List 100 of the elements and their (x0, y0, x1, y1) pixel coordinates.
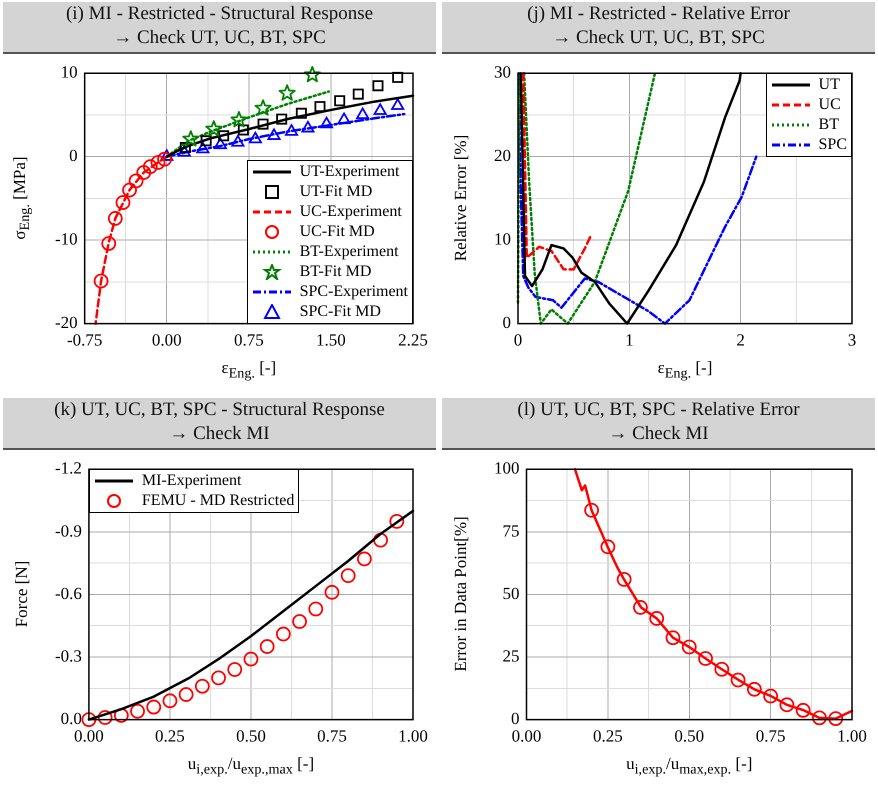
point (278, 84, 296, 101)
y-tick-label: 50 (502, 584, 520, 603)
point (320, 116, 334, 128)
legend-label: UT (818, 76, 840, 94)
y-tick-label: 0 (511, 709, 520, 728)
y-axis-title: Relative Error [%] (451, 135, 471, 262)
chart-subtitle: → Check UT, UC, BT, SPC (551, 26, 766, 50)
point (114, 708, 129, 723)
y-tick-label: 10 (60, 62, 78, 82)
x-axis-title: u$_{i,exp.}$/u$_{max,exp.}$ [-] (626, 754, 752, 778)
x-tick-label: 1.00 (837, 726, 867, 746)
point (238, 124, 249, 136)
chart-title: (i) MI - Restricted - Structural Response (64, 2, 374, 26)
point (682, 640, 697, 654)
y-tick-label: 10 (494, 230, 511, 249)
point (356, 108, 370, 120)
point (730, 672, 746, 688)
point (649, 611, 664, 626)
legend-label: UC (818, 96, 841, 114)
point (200, 135, 212, 146)
point (122, 182, 137, 198)
point (180, 142, 191, 153)
x-tick-label: 1 (625, 330, 634, 350)
y-tick-label: -0.6 (54, 584, 82, 603)
y-tick-label: -1.2 (54, 458, 82, 478)
point (267, 128, 281, 140)
point (162, 693, 178, 708)
point (828, 711, 844, 726)
y-axis-title: Error in Data Point[%] (451, 516, 471, 672)
y-tick-label: 30 (494, 62, 511, 82)
legend-label: MI-Experiment (142, 472, 242, 490)
point (205, 120, 222, 136)
y-tick-label: -0.3 (54, 646, 82, 666)
point (116, 195, 130, 210)
point (130, 704, 145, 719)
y-axis-title: Force [N] (12, 561, 32, 628)
point (142, 159, 158, 174)
x-axis-title: ε$_{Eng.}$ [-] (221, 358, 276, 382)
chart-subtitle: → Check MI (168, 422, 271, 446)
point (338, 112, 351, 124)
x-axis-title: u$_{i,exp.}$/u$_{exp.,max}$ [-] (188, 754, 314, 778)
chart-subtitle: → Check MI (607, 422, 710, 446)
point (276, 114, 288, 125)
point (763, 688, 778, 704)
chart-title: (k) UT, UC, BT, SPC - Structural Response (53, 398, 386, 422)
point (196, 142, 210, 154)
point (108, 211, 123, 226)
point (301, 120, 314, 132)
point (780, 697, 794, 712)
point (746, 682, 762, 697)
x-tick-label: 0.25 (593, 726, 623, 746)
x-tick-label: 0.75 (234, 330, 264, 350)
chart-subtitle: → Check UT, UC, BT, SPC (112, 26, 327, 50)
point (391, 98, 404, 110)
point (296, 108, 307, 119)
x-tick-label: 0.75 (317, 726, 347, 746)
point (101, 236, 116, 251)
legend-label: SPC (818, 136, 847, 154)
y-tick-label: 25 (502, 646, 520, 666)
point (182, 130, 200, 147)
x-tick-label: 1.00 (398, 726, 428, 746)
point (276, 626, 291, 642)
chart-title: (l) UT, UC, BT, SPC - Relative Error (516, 398, 801, 422)
point (244, 652, 258, 666)
point (227, 662, 242, 677)
legend-label: UT-Fit MD (300, 182, 372, 201)
x-tick-label: 0.50 (236, 726, 266, 746)
point (334, 95, 346, 106)
y-tick-label: 0.0 (60, 709, 82, 728)
point (157, 152, 172, 167)
y-tick-label: -10 (54, 230, 78, 249)
legend-label: UC-Experiment (300, 202, 402, 221)
x-tick-label: 3 (848, 330, 856, 350)
point (292, 614, 307, 629)
y-tick-label: -0.9 (54, 521, 82, 540)
x-tick-label: 0.75 (756, 726, 786, 746)
point (314, 101, 326, 112)
legend-label: SPC-Fit MD (300, 302, 381, 321)
chart-title: (j) MI - Restricted - Relative Error (526, 2, 791, 26)
x-tick-label: 2 (736, 330, 745, 350)
line-series (522, 72, 593, 271)
point (211, 670, 226, 686)
legend-label: UT-Experiment (300, 162, 400, 181)
point (82, 712, 96, 727)
point (136, 165, 152, 180)
legend-label: FEMU - MD Restricted (142, 492, 294, 510)
point (796, 702, 811, 718)
x-tick-label: 2.25 (398, 330, 428, 350)
legend-label: BT-Fit MD (300, 262, 372, 281)
point (214, 138, 227, 150)
point (340, 568, 356, 584)
point (178, 145, 191, 157)
point (666, 630, 680, 646)
x-tick-label: -0.75 (66, 330, 102, 350)
y-tick-label: 100 (494, 458, 520, 478)
legend-label: SPC-Experiment (300, 282, 408, 301)
x-tick-label: 0.25 (155, 726, 185, 746)
legend-label: UC-Fit MD (300, 222, 375, 241)
point (324, 584, 340, 600)
point (98, 710, 113, 725)
